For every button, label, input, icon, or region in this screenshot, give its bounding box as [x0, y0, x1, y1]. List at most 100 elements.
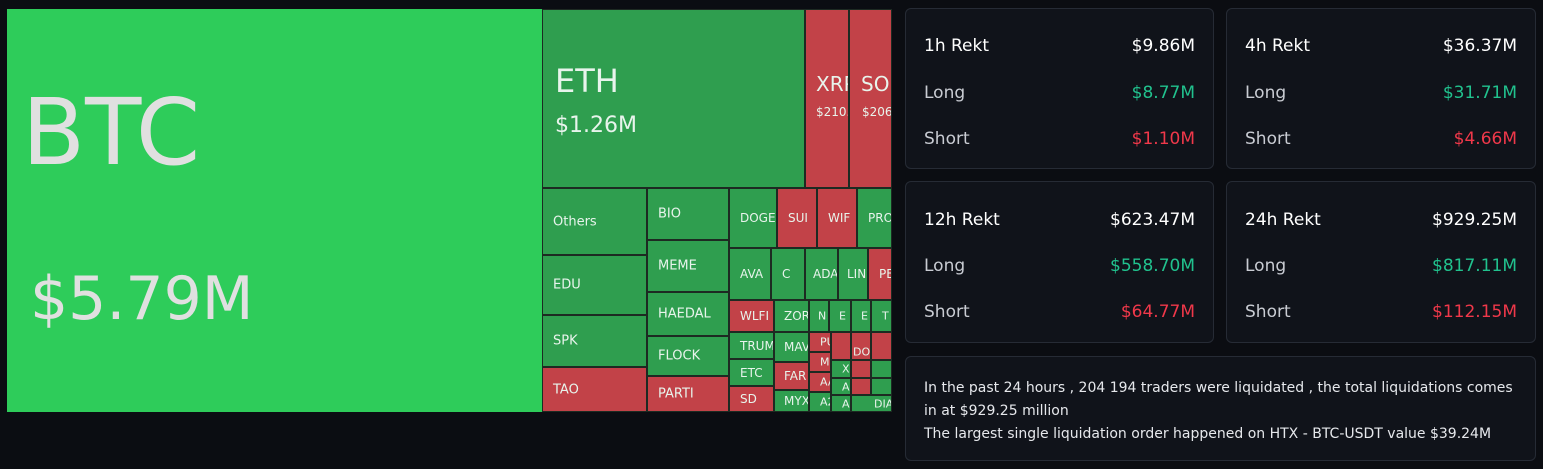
tile-value: $206 — [862, 105, 892, 119]
heatmap-tile-dia[interactable]: DIA — [851, 395, 892, 412]
stats-card-1h: 1h Rekt $9.86M Long $8.77M Short $1.10M — [905, 8, 1214, 169]
heatmap-tile-mav[interactable]: MAV — [774, 332, 809, 362]
heatmap-tile-n[interactable]: N — [809, 300, 829, 332]
tile-symbol: EDU — [553, 277, 581, 293]
tile-symbol: AL — [842, 380, 850, 393]
heatmap-tile-flock[interactable]: FLOCK — [647, 336, 729, 376]
heatmap-tile-bio[interactable]: BIO — [647, 188, 729, 240]
tile-symbol: MEME — [658, 258, 697, 274]
tile-symbol: FAR — [784, 369, 807, 383]
tile-symbol: ETH — [555, 62, 619, 100]
heatmap-tile-ai[interactable]: AI — [831, 395, 851, 412]
heatmap-tile-xrp[interactable]: XRP $210. — [805, 9, 849, 188]
heatmap-tile-etc[interactable]: ETC — [729, 359, 774, 386]
heatmap-tile-far[interactable]: FAR — [774, 362, 809, 390]
tile-symbol: PRO — [868, 211, 892, 225]
heatmap-tile-do[interactable]: DO — [851, 332, 871, 360]
total-value: $623.47M — [1110, 210, 1195, 230]
heatmap-tile-btc[interactable]: BTC $5.79M — [7, 9, 542, 412]
heatmap-tile-eth[interactable]: ETH $1.26M — [542, 9, 805, 188]
heatmap-tile-filler-2[interactable] — [871, 332, 892, 360]
tile-symbol: C — [782, 267, 791, 281]
total-value: $929.25M — [1432, 210, 1517, 230]
long-value: $8.77M — [1131, 83, 1195, 103]
tile-symbol: XM — [842, 362, 850, 376]
heatmap-tile-sol[interactable]: SOL $206 — [849, 9, 892, 188]
heatmap-tile-myx[interactable]: MYX — [774, 390, 809, 412]
liquidation-heatmap: BTC $5.79M ETH $1.26M XRP $210. SOL $206… — [7, 9, 892, 412]
card-title: 4h Rekt — [1245, 36, 1311, 56]
heatmap-tile-filler-6[interactable] — [871, 378, 892, 395]
tile-value: $1.26M — [555, 113, 637, 138]
tile-symbol: SD — [740, 392, 757, 406]
tile-symbol: Others — [553, 214, 597, 229]
tile-symbol: BTC — [22, 79, 201, 186]
heatmap-tile-haedal[interactable]: HAEDAL — [647, 292, 729, 336]
tile-symbol: HAEDAL — [658, 306, 711, 322]
heatmap-tile-filler-4[interactable] — [871, 360, 892, 378]
stats-card-12h: 12h Rekt $623.47M Long $558.70M Short $6… — [905, 181, 1214, 343]
tile-symbol: E — [861, 309, 868, 323]
heatmap-tile-mo[interactable]: MO — [809, 352, 831, 372]
card-title: 12h Rekt — [924, 210, 1000, 230]
heatmap-tile-a2[interactable]: A2 — [809, 392, 831, 412]
long-label: Long — [924, 83, 966, 103]
tile-symbol: SOL — [861, 72, 891, 96]
heatmap-tile-lin[interactable]: LIN — [838, 248, 868, 300]
tile-symbol: AI — [842, 397, 850, 410]
heatmap-tile-pro[interactable]: PRO — [857, 188, 892, 248]
short-value: $64.77M — [1120, 302, 1195, 322]
tile-symbol: MO — [820, 355, 830, 369]
tile-symbol: DIA — [874, 397, 892, 410]
short-label: Short — [1245, 129, 1291, 149]
heatmap-tile-pe[interactable]: PE — [868, 248, 892, 300]
heatmap-tile-xm[interactable]: XM — [831, 360, 851, 378]
long-label: Long — [1245, 256, 1287, 276]
heatmap-tile-edu[interactable]: EDU — [542, 255, 647, 315]
heatmap-tile-t[interactable]: T — [871, 300, 892, 332]
heatmap-tile-al[interactable]: AL — [831, 378, 851, 395]
heatmap-tile-wif[interactable]: WIF — [817, 188, 857, 248]
heatmap-tile-ava[interactable]: AVA — [729, 248, 771, 300]
heatmap-tile-others[interactable]: Others — [542, 188, 647, 255]
heatmap-tile-e2[interactable]: E — [851, 300, 871, 332]
stats-card-4h: 4h Rekt $36.37M Long $31.71M Short $4.66… — [1226, 8, 1536, 169]
heatmap-tile-sui[interactable]: SUI — [777, 188, 817, 248]
tile-symbol: ETC — [740, 365, 763, 380]
heatmap-tile-zor[interactable]: ZOR — [774, 300, 809, 332]
heatmap-tile-tao[interactable]: TAO — [542, 367, 647, 412]
tile-symbol: MAV — [784, 340, 809, 354]
heatmap-tile-aa[interactable]: AA — [809, 372, 831, 392]
tile-value: $5.79M — [30, 264, 254, 334]
heatmap-tile-parti[interactable]: PARTI — [647, 376, 729, 412]
heatmap-tile-filler-3[interactable] — [851, 360, 871, 378]
short-value: $1.10M — [1131, 129, 1195, 149]
heatmap-tile-trum[interactable]: TRUM — [729, 332, 774, 359]
heatmap-tile-meme[interactable]: MEME — [647, 240, 729, 292]
tile-symbol: PE — [879, 267, 891, 281]
heatmap-tile-pu[interactable]: PU — [809, 332, 831, 352]
heatmap-tile-wlfi[interactable]: WLFI — [729, 300, 774, 332]
heatmap-tile-ada[interactable]: ADA — [805, 248, 838, 300]
tile-symbol: BIO — [658, 206, 681, 222]
tile-symbol: N — [818, 309, 827, 323]
heatmap-tile-filler-5[interactable] — [851, 378, 871, 395]
tile-symbol: TRUM — [740, 338, 774, 353]
tile-symbol: AVA — [740, 267, 764, 281]
heatmap-tile-doge[interactable]: DOGE — [729, 188, 777, 248]
tile-symbol: SPK — [553, 333, 578, 349]
tile-symbol: DO — [853, 345, 871, 359]
summary-line-2: The largest single liquidation order hap… — [924, 426, 1492, 442]
long-label: Long — [924, 256, 966, 276]
card-title: 24h Rekt — [1245, 210, 1321, 230]
heatmap-tile-sd[interactable]: SD — [729, 386, 774, 412]
short-label: Short — [1245, 302, 1291, 322]
long-value: $31.71M — [1442, 83, 1517, 103]
heatmap-tile-filler-1[interactable] — [831, 332, 851, 360]
heatmap-tile-spk[interactable]: SPK — [542, 315, 647, 367]
tile-symbol: AA — [820, 375, 830, 389]
liquidation-summary-card: In the past 24 hours , 204 194 traders w… — [905, 356, 1536, 461]
summary-line-1: In the past 24 hours , 204 194 traders w… — [924, 380, 1513, 419]
heatmap-tile-e[interactable]: E — [829, 300, 851, 332]
heatmap-tile-c[interactable]: C — [771, 248, 805, 300]
